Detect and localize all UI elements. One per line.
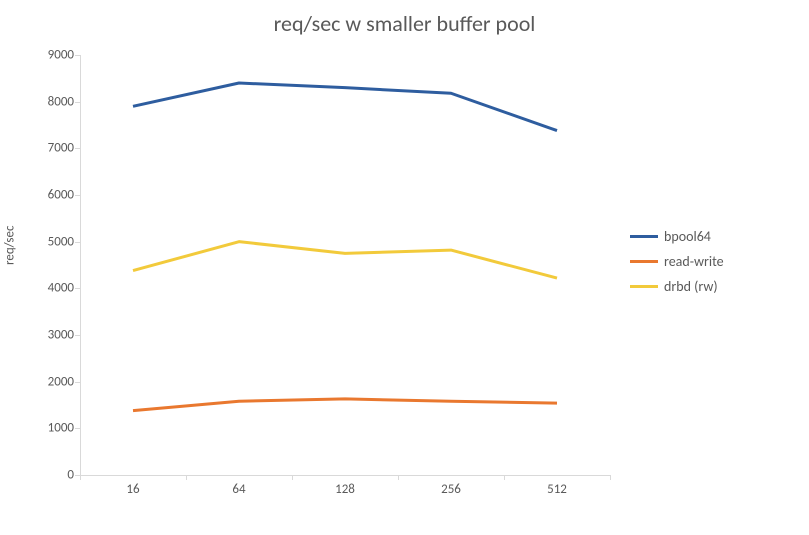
y-tick-label: 8000 <box>14 94 74 109</box>
chart-container: req/sec w smaller buffer pool req/sec 01… <box>0 0 809 535</box>
legend-swatch-drbd <box>630 285 658 288</box>
x-tick-label: 128 <box>335 482 355 497</box>
legend-item-drbd: drbd (rw) <box>630 278 724 295</box>
series-line <box>133 83 557 131</box>
y-tick-label: 7000 <box>14 141 74 156</box>
legend-swatch-bpool64 <box>630 235 658 238</box>
chart-title: req/sec w smaller buffer pool <box>0 10 809 37</box>
x-tick-mark <box>292 475 293 480</box>
plot-area <box>80 55 610 475</box>
x-tick-mark <box>504 475 505 480</box>
x-tick-mark <box>398 475 399 480</box>
legend: bpool64 read-write drbd (rw) <box>630 220 724 303</box>
legend-label-drbd: drbd (rw) <box>664 278 718 295</box>
y-tick-label: 2000 <box>14 374 74 389</box>
y-tick-label: 5000 <box>14 234 74 249</box>
x-tick-mark <box>610 475 611 480</box>
series-line <box>133 242 557 278</box>
x-tick-label: 16 <box>126 482 139 497</box>
x-tick-label: 512 <box>547 482 567 497</box>
y-tick-label: 4000 <box>14 281 74 296</box>
y-tick-label: 1000 <box>14 421 74 436</box>
x-tick-label: 64 <box>232 482 245 497</box>
legend-label-bpool64: bpool64 <box>664 228 711 245</box>
legend-item-read-write: read-write <box>630 253 724 270</box>
legend-label-read-write: read-write <box>664 253 724 270</box>
y-tick-label: 6000 <box>14 188 74 203</box>
y-tick-label: 9000 <box>14 48 74 63</box>
y-tick-label: 0 <box>14 468 74 483</box>
x-tick-mark <box>80 475 81 480</box>
x-tick-mark <box>186 475 187 480</box>
x-axis-line <box>80 475 610 476</box>
y-tick-label: 3000 <box>14 328 74 343</box>
line-series-svg <box>80 55 610 475</box>
series-line <box>133 399 557 411</box>
legend-item-bpool64: bpool64 <box>630 228 724 245</box>
x-tick-label: 256 <box>441 482 461 497</box>
legend-swatch-read-write <box>630 260 658 263</box>
